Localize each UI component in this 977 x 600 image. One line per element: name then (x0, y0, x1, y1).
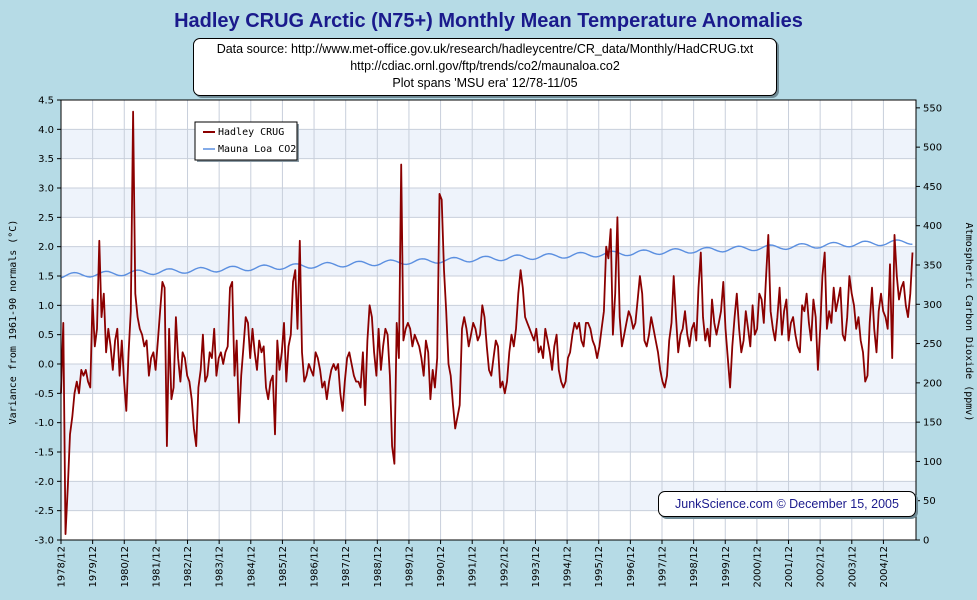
y-tick-label: 1.0 (38, 301, 54, 312)
series-line-mauna-loa-co2 (60, 239, 913, 279)
x-tick-label: 1985/12 (278, 546, 289, 588)
x-tick-label: 1986/12 (310, 546, 321, 588)
y2-tick-label: 350 (923, 261, 942, 272)
x-tick-label: 1983/12 (215, 546, 226, 588)
x-tick-label: 1988/12 (373, 546, 384, 588)
y2-tick-label: 450 (923, 182, 942, 193)
x-tick-label: 1991/12 (468, 546, 479, 588)
y-tick-label: 3.5 (38, 154, 54, 165)
y2-tick-label: 300 (923, 300, 942, 311)
y-tick-label: -3.0 (34, 536, 54, 547)
page-title: Hadley CRUG Arctic (N75+) Monthly Mean T… (174, 10, 803, 32)
y-axis-left-ticks: -3.0 -2.5 -2.0 -1.5 -1.0 -0.5 0.0 0.5 1.0 1.5 2.0 2… (34, 96, 61, 547)
series-hadley-crug (60, 110, 914, 535)
y-tick-label: -1.5 (34, 448, 54, 459)
x-tick-label: 1996/12 (626, 546, 637, 588)
x-tick-label: 1999/12 (721, 546, 732, 588)
x-tick-label: 1998/12 (689, 546, 700, 588)
y-tick-label: 4.0 (38, 125, 54, 136)
x-tick-label: 1984/12 (246, 546, 257, 588)
y-tick-label: 4.5 (38, 96, 54, 107)
x-tick-label: 1979/12 (88, 546, 99, 588)
plot-frame (60, 99, 917, 541)
x-tick-label: 1995/12 (594, 546, 605, 588)
y2-tick-label: 100 (923, 457, 942, 468)
y-tick-label: 2.5 (38, 213, 54, 224)
x-tick-label: 1980/12 (120, 546, 131, 588)
plot-band (61, 129, 916, 159)
x-tick-label: 1981/12 (151, 546, 162, 588)
plot-band (61, 246, 916, 276)
y-tick-label: 0.0 (38, 360, 54, 371)
series-mauna-loa-co2 (60, 239, 913, 279)
y-tick-label: 1.5 (38, 272, 54, 283)
source-line-1: Data source: http://www.met-office.gov.u… (216, 42, 754, 56)
x-tick-label: 2004/12 (879, 546, 890, 588)
x-tick-label: 1997/12 (657, 546, 668, 588)
source-line-2: http://cdiac.ornl.gov/ftp/trends/co2/mau… (350, 59, 620, 73)
y2-tick-label: 0 (923, 536, 929, 547)
credit-box: JunkScience.com © December 15, 2005 (658, 491, 916, 517)
y2-tick-label: 150 (923, 418, 942, 429)
y-axis-label: Variance from 1961-90 normals (°C) (8, 220, 19, 425)
x-tick-label: 1982/12 (183, 546, 194, 588)
legend-label-co2: Mauna Loa CO2 (218, 144, 296, 155)
legend-box (194, 121, 298, 161)
x-tick-label: 1990/12 (436, 546, 447, 588)
y2-tick-label: 400 (923, 221, 942, 232)
y2-tick-label: 200 (923, 378, 942, 389)
source-line-3: Plot spans 'MSU era' 12/78-11/05 (392, 76, 578, 90)
y-tick-label: -1.0 (34, 418, 54, 429)
y2-tick-label: 250 (923, 339, 942, 350)
x-axis-ticks: 1978/12 1979/12 1980/12 1981/12 1982/12 1983/… (57, 540, 890, 588)
y-tick-label: 2.0 (38, 242, 54, 253)
x-tick-label: 1993/12 (531, 546, 542, 588)
x-tick-label: 2000/12 (752, 546, 763, 588)
y2-axis-label: Atmospheric Carbon Dioxide (ppmv) (963, 223, 974, 422)
series-line-hadley-crug (60, 110, 914, 535)
legend: Hadley CRUG Mauna Loa CO2 (194, 121, 299, 162)
y-tick-label: -2.0 (34, 477, 54, 488)
x-tick-label: 1987/12 (341, 546, 352, 588)
x-tick-label: 1994/12 (563, 546, 574, 588)
plot-background (61, 100, 916, 540)
x-tick-label: 1978/12 (57, 546, 68, 588)
y2-tick-label: 500 (923, 143, 942, 154)
y2-tick-label: 50 (923, 496, 936, 507)
legend-label-hadley: Hadley CRUG (218, 127, 284, 138)
y-axis-right-ticks: 0 50 100 150 200 250 300 350 400 450 500 550 (916, 103, 942, 547)
x-tick-label: 1989/12 (404, 546, 415, 588)
y2-tick-label: 550 (923, 103, 942, 114)
x-tick-label: 1992/12 (499, 546, 510, 588)
plot-band (61, 422, 916, 452)
y-tick-label: 3.0 (38, 184, 54, 195)
y-tick-label: -0.5 (34, 389, 54, 400)
data-source-box: Data source: http://www.met-office.gov.u… (193, 38, 777, 96)
y-tick-label: 0.5 (38, 330, 54, 341)
x-tick-label: 2003/12 (847, 546, 858, 588)
x-tick-label: 2001/12 (784, 546, 795, 588)
x-tick-label: 2002/12 (816, 546, 827, 588)
y-tick-label: -2.5 (34, 506, 54, 517)
plot-band (61, 188, 916, 218)
